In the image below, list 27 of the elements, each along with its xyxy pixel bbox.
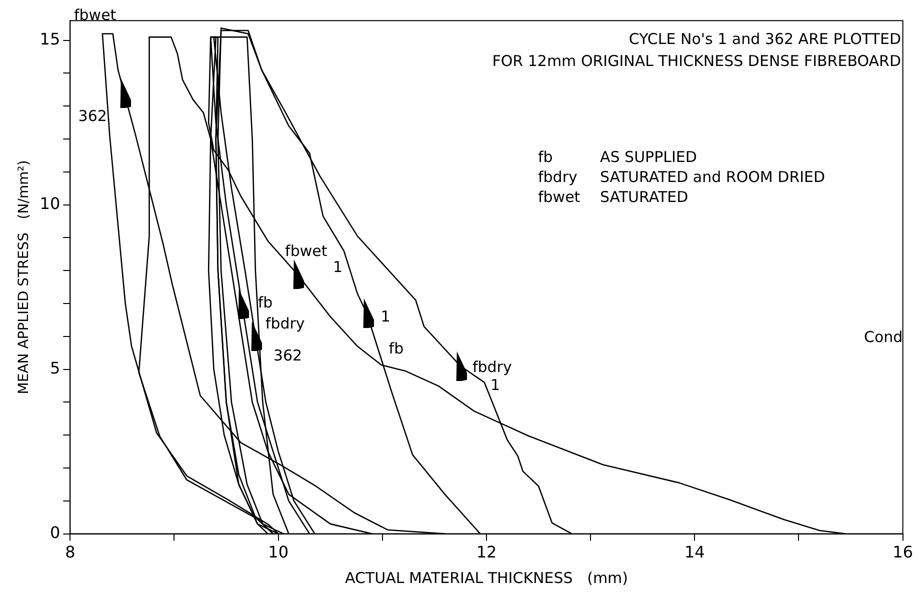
annotation: FOR 12mm ORIGINAL THICKNESS DENSE FIBREBOARD: [492, 52, 901, 70]
annotation: CYCLE No's 1 and 362 ARE PLOTTED: [628, 30, 901, 48]
annotation: fbwet: [74, 6, 116, 24]
annotation: 362: [78, 107, 107, 126]
annotation: fbdry: [538, 168, 578, 186]
annotation: SATURATED: [600, 188, 688, 206]
x-tick-label: 8: [65, 542, 76, 562]
y-tick-label: 15: [40, 29, 60, 48]
x-tick-label: 10: [268, 542, 289, 562]
y-tick-label: 5: [50, 358, 60, 378]
x-tick-label: 14: [684, 542, 705, 562]
annotation: Cond: [864, 328, 903, 346]
y-axis-title: MEAN APPLIED STRESS (N/mm²): [16, 160, 32, 394]
annotation: SATURATED and ROOM DRIED: [600, 168, 826, 186]
y-tick-label: 0: [50, 522, 60, 542]
annotation: fbdry 1: [472, 358, 512, 394]
annotation: fbdry 362: [265, 314, 305, 364]
x-tick-label: 16: [892, 542, 913, 562]
annotation: fbwet: [538, 188, 580, 206]
annotation: 1 fb: [380, 307, 404, 358]
x-tick-label: 12: [476, 542, 497, 562]
annotation: AS SUPPLIED: [600, 148, 697, 166]
x-axis-title: ACTUAL MATERIAL THICKNESS (mm): [344, 568, 628, 587]
annotation: fb: [258, 293, 273, 312]
y-tick-label: 10: [40, 194, 60, 213]
annotation: fb: [538, 148, 553, 166]
annotation: fbwet 1: [285, 242, 343, 276]
